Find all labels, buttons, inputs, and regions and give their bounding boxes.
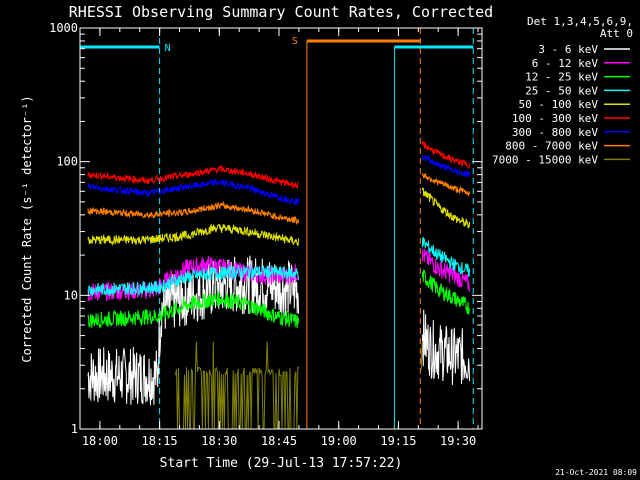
- legend-entry-label: 300 - 800 keV: [512, 126, 598, 139]
- x-tick-label: 19:15: [380, 434, 416, 448]
- x-tick-label: 18:15: [142, 434, 178, 448]
- series-line: [87, 200, 300, 225]
- legend-entry-label: 12 - 25 keV: [525, 71, 598, 84]
- generation-timestamp: 21-Oct-2021 08:09: [555, 468, 637, 477]
- chart-title: RHESSI Observing Summary Count Rates, Co…: [69, 3, 493, 21]
- series-300-800kev: [87, 154, 471, 205]
- series-line: [421, 187, 471, 229]
- series-25-50kev: [87, 236, 471, 297]
- x-tick-label: 18:45: [261, 434, 297, 448]
- x-axis-label: Start Time (29-Jul-13 17:57:22): [160, 456, 403, 471]
- series-800-7000kev: [87, 172, 471, 225]
- series-line: [87, 264, 300, 297]
- legend-entry-label: 25 - 50 keV: [525, 84, 598, 97]
- series-12-25kev: [87, 269, 471, 329]
- legend-title-line: Det 1,3,4,5,6,9,: [527, 15, 633, 28]
- series-line: [87, 290, 300, 329]
- legend-entry-label: 50 - 100 keV: [519, 98, 599, 111]
- x-tick-label: 19:30: [440, 434, 476, 448]
- plot-layer: NS: [80, 28, 474, 430]
- series-line: [175, 341, 300, 430]
- series-line: [421, 172, 471, 197]
- axis-layer: 18:00 18:15 18:30 18:45 19:00 19:15 19:30 1 10 10…: [49, 21, 482, 448]
- series-line: [421, 309, 471, 386]
- series-7000-15000kev: [175, 341, 424, 430]
- series-line: [419, 341, 424, 373]
- y-tick-label: 1: [71, 422, 78, 436]
- legend-title-line: Att 0: [600, 27, 633, 40]
- series-line: [421, 154, 471, 178]
- x-tick-label: 18:00: [82, 434, 118, 448]
- legend-entry-label: 6 - 12 keV: [532, 57, 599, 70]
- y-tick-label: 1000: [49, 21, 78, 35]
- saa-annotation-label: S: [292, 36, 298, 47]
- series-line: [87, 164, 299, 189]
- series-line: [87, 223, 300, 247]
- y-tick-label: 10: [64, 288, 78, 302]
- series-line: [87, 178, 300, 205]
- series-line: [421, 140, 471, 169]
- series-100-300kev: [87, 140, 471, 189]
- series-line: [421, 269, 471, 315]
- series-50-100kev: [87, 187, 471, 247]
- x-tick-label: 18:30: [201, 434, 237, 448]
- series-line: [421, 236, 471, 277]
- series-3-6kev: [87, 255, 471, 406]
- plot-frame: [79, 27, 483, 430]
- night-annotation-label: N: [165, 43, 171, 54]
- series-line: [87, 255, 300, 406]
- x-tick-label: 19:00: [321, 434, 357, 448]
- legend-entry-label: 3 - 6 keV: [538, 43, 598, 56]
- y-axis-label: Corrected Count Rate (s⁻¹ detector⁻¹): [20, 95, 34, 362]
- legend-entry-label: 100 - 300 keV: [512, 112, 598, 125]
- legend-entry-label: 7000 - 15000 keV: [492, 153, 598, 166]
- legend-entry-label: 800 - 7000 keV: [505, 140, 598, 153]
- series-line: [421, 248, 471, 292]
- y-tick-label: 100: [56, 155, 78, 169]
